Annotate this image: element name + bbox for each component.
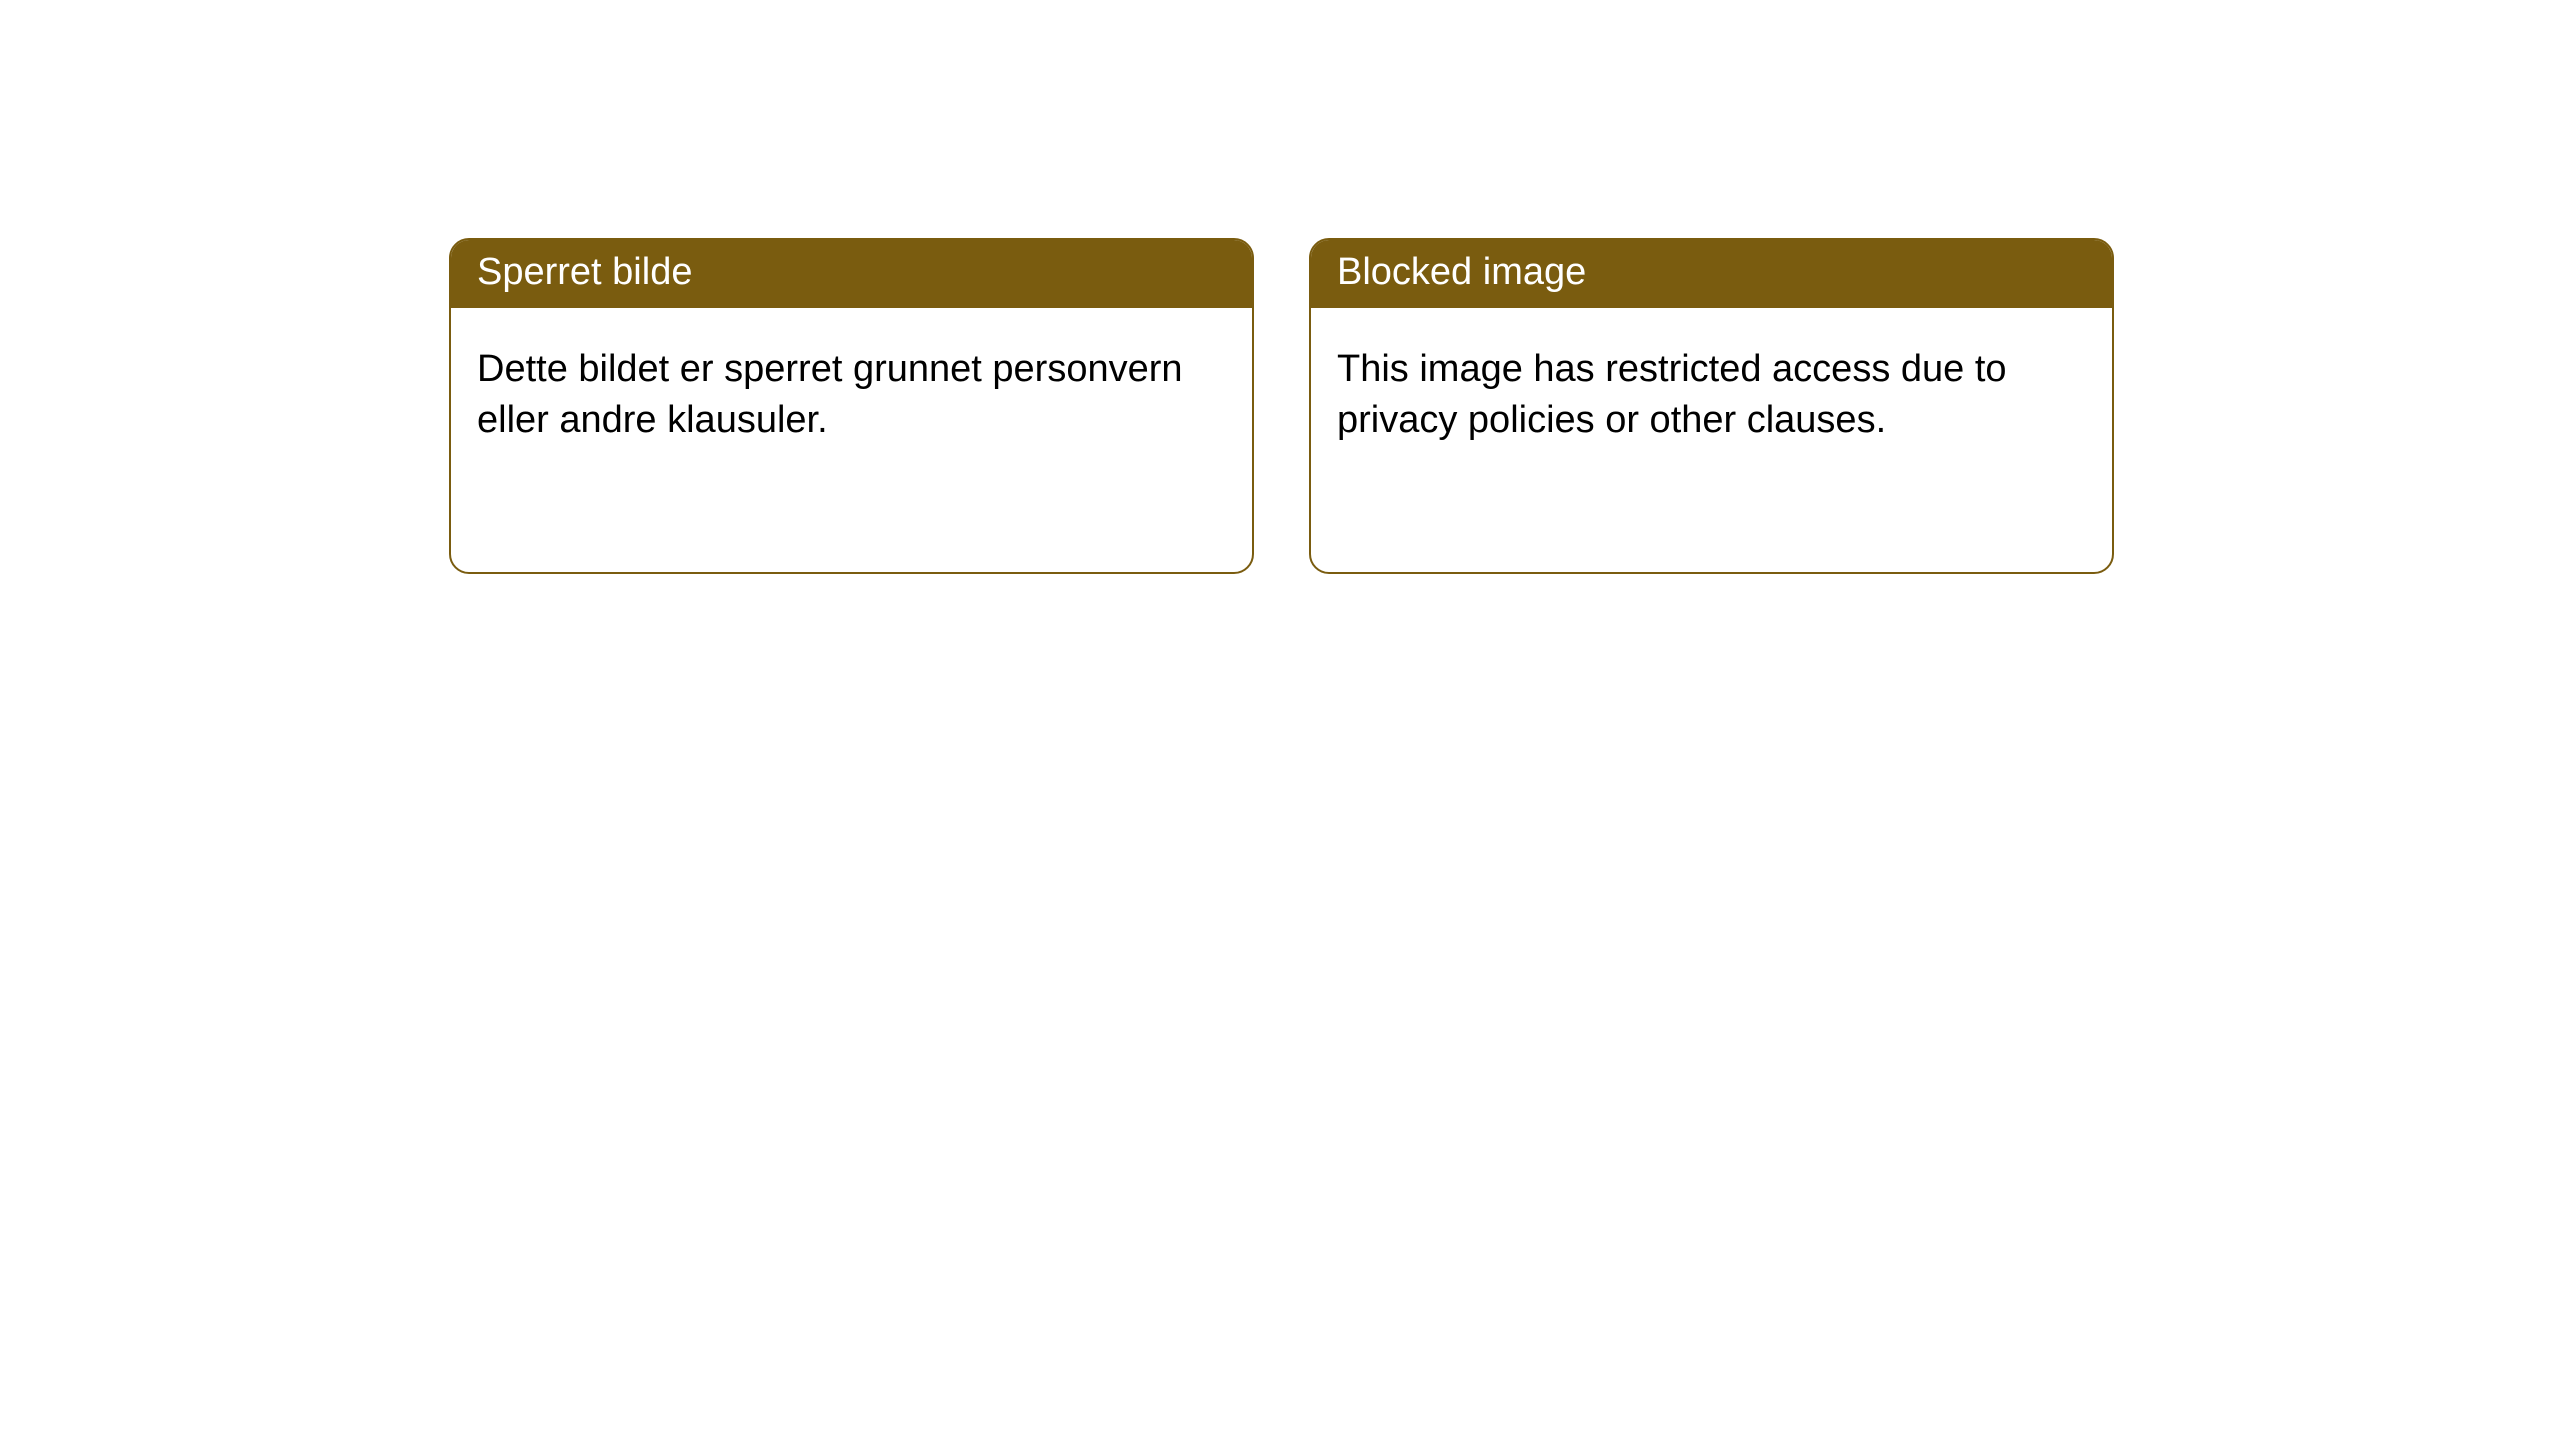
- notice-card-norwegian: Sperret bilde Dette bildet er sperret gr…: [449, 238, 1254, 574]
- notice-card-english: Blocked image This image has restricted …: [1309, 238, 2114, 574]
- notice-body: This image has restricted access due to …: [1311, 308, 2112, 483]
- notice-body: Dette bildet er sperret grunnet personve…: [451, 308, 1252, 483]
- notice-header: Blocked image: [1311, 240, 2112, 308]
- notice-container: Sperret bilde Dette bildet er sperret gr…: [449, 238, 2114, 574]
- notice-header: Sperret bilde: [451, 240, 1252, 308]
